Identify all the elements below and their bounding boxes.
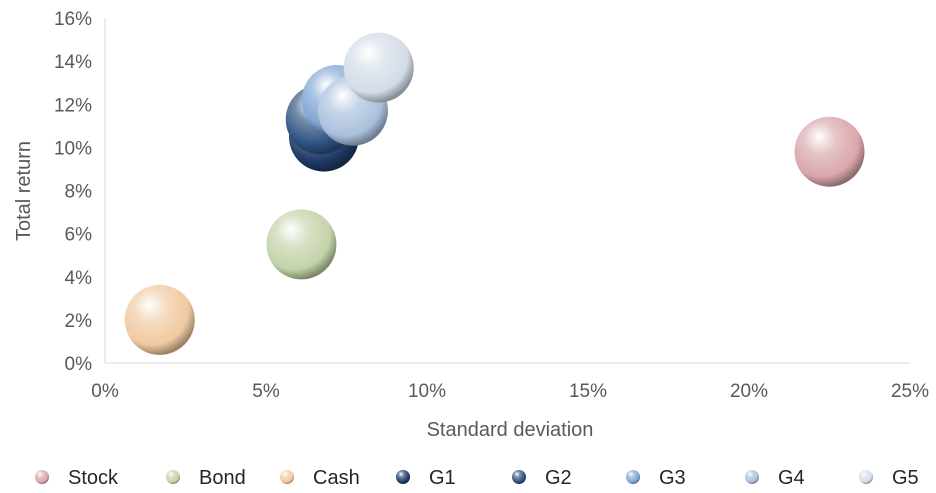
data-points bbox=[124, 32, 865, 355]
y-tick-label: 14% bbox=[54, 52, 92, 73]
x-tick-labels: 0% 5% 10% 15% 20% 25% bbox=[91, 381, 929, 402]
legend-marker-g4 bbox=[745, 470, 759, 484]
legend-label-cash: Cash bbox=[313, 467, 360, 489]
legend-label-g5: G5 bbox=[892, 467, 919, 489]
bubble-g5 bbox=[343, 32, 414, 103]
legend-label-g3: G3 bbox=[659, 467, 686, 489]
bubble-bond bbox=[266, 209, 337, 280]
legend-marker-g5 bbox=[859, 470, 873, 484]
x-tick-label: 10% bbox=[408, 381, 446, 402]
legend-marker-g1 bbox=[396, 470, 410, 484]
y-tick-label: 12% bbox=[54, 95, 92, 116]
x-tick-label: 5% bbox=[252, 381, 280, 402]
legend-marker-g2 bbox=[512, 470, 526, 484]
legend: Stock Bond Cash G1 G2 G3 G4 G5 bbox=[35, 467, 919, 489]
legend-label-bond: Bond bbox=[199, 467, 246, 489]
legend-label-g2: G2 bbox=[545, 467, 572, 489]
y-tick-labels: 0% 2% 4% 6% 8% 10% 12% 14% 16% bbox=[54, 9, 92, 375]
legend-marker-stock bbox=[35, 470, 49, 484]
legend-marker-bond bbox=[166, 470, 180, 484]
x-tick-label: 25% bbox=[891, 381, 929, 402]
y-tick-label: 8% bbox=[65, 182, 93, 203]
bubble-cash bbox=[124, 284, 195, 355]
legend-label-stock: Stock bbox=[68, 467, 119, 489]
legend-marker-cash bbox=[280, 470, 294, 484]
axes bbox=[104, 18, 910, 364]
y-tick-label: 0% bbox=[65, 354, 93, 375]
y-tick-label: 4% bbox=[65, 268, 93, 289]
y-tick-label: 16% bbox=[54, 9, 92, 30]
x-tick-label: 0% bbox=[91, 381, 119, 402]
legend-marker-g3 bbox=[626, 470, 640, 484]
y-axis-title: Total return bbox=[13, 141, 35, 241]
legend-label-g4: G4 bbox=[778, 467, 805, 489]
y-tick-label: 10% bbox=[54, 138, 92, 159]
legend-label-g1: G1 bbox=[429, 467, 456, 489]
bubble-stock bbox=[794, 116, 865, 187]
x-axis-title: Standard deviation bbox=[427, 419, 594, 441]
y-tick-label: 6% bbox=[65, 225, 93, 246]
x-tick-label: 20% bbox=[730, 381, 768, 402]
x-tick-label: 15% bbox=[569, 381, 607, 402]
y-tick-label: 2% bbox=[65, 311, 93, 332]
